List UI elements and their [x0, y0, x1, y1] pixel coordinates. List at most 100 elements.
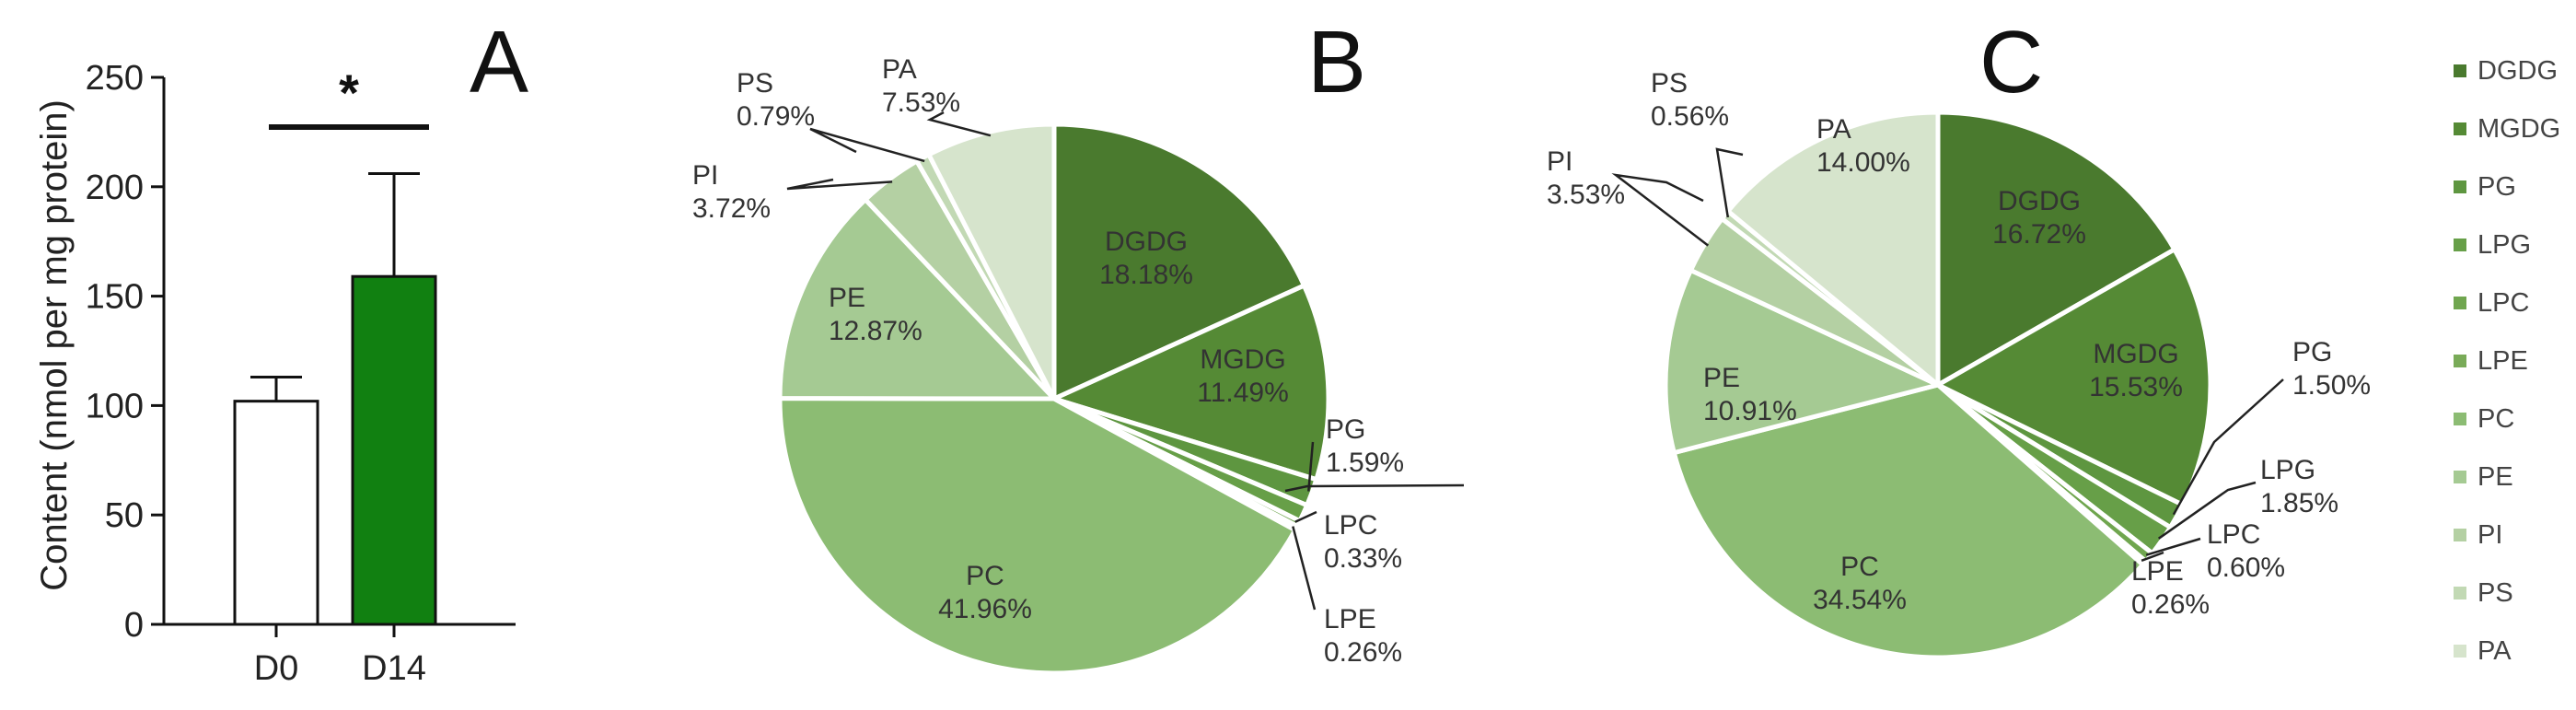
pie-slice-name: DGDG	[1105, 227, 1188, 257]
pie-c-slices	[1663, 110, 2213, 660]
panel-letter-c: C	[1979, 13, 2043, 111]
bar-y-axis: 0 50 100 150 200 250	[86, 59, 166, 645]
significance-star: *	[339, 64, 359, 122]
pie-c-slice-pa	[1725, 110, 1941, 388]
bar-y-tick-label: 200	[86, 169, 144, 207]
bar-y-axis-label: Content (nmol per mg protein)	[34, 99, 75, 591]
bar-d0	[233, 400, 319, 626]
bar-chart-panel-a: A Content (nmol per mg protein) 0 50 100 15…	[34, 13, 528, 688]
pie-slice-percent: 0.33%	[1324, 543, 1402, 574]
pie-slice-percent: 3.53%	[1547, 180, 1625, 210]
legend-label: PC	[2477, 404, 2514, 434]
pie-slice-percent: 0.26%	[1324, 637, 1402, 668]
pie-leader-line	[926, 111, 992, 137]
pie-slice-name: PS	[737, 68, 773, 99]
legend-item-pa: PA	[2454, 636, 2512, 666]
pie-slice-name: PS	[1651, 68, 1688, 99]
legend-item-mgdg: MGDG	[2454, 114, 2560, 144]
legend-swatch	[2454, 239, 2466, 251]
pie-slice-percent: 1.85%	[2260, 488, 2338, 518]
bar-y-tick-label: 150	[86, 278, 144, 317]
pie-c-label-pi: PI3.53%	[1547, 146, 1625, 210]
bar-y-tick-label: 50	[105, 496, 144, 535]
significance-bracket: *	[269, 64, 429, 130]
pie-c-leaders	[1611, 147, 2284, 562]
panel-letter-b: B	[1307, 13, 1366, 111]
pie-slice-name: MGDG	[1200, 344, 1285, 375]
bar-d14	[351, 274, 437, 626]
pie-slice-name: LPE	[1324, 604, 1376, 634]
bar-x-axis: D0 D14	[164, 623, 516, 688]
pie-c-slice-pe	[1663, 267, 1941, 456]
pie-b-label-ps: PS0.79%	[737, 68, 815, 132]
pie-leader-line	[2145, 537, 2201, 556]
pie-slice-name: LPC	[1324, 510, 1377, 541]
pie-slice-percent: 18.18%	[1099, 260, 1193, 290]
legend-swatch	[2454, 645, 2466, 658]
panel-letter-a: A	[470, 13, 528, 111]
pie-slice-percent: 11.49%	[1197, 378, 1289, 408]
legend-item-ps: PS	[2454, 578, 2513, 608]
pie-c-labels: DGDG16.72%MGDG15.53%PG1.50%LPG1.85%LPC0.…	[1547, 68, 2371, 620]
legend-label: PG	[2477, 172, 2516, 202]
pie-slice-percent: 0.56%	[1651, 101, 1729, 132]
pie-slice-percent: 34.54%	[1813, 585, 1907, 615]
legend-swatch	[2454, 413, 2466, 425]
legend-swatch	[2454, 64, 2466, 77]
pie-slice-percent: 1.50%	[2292, 370, 2371, 401]
legend-item-pi: PI	[2454, 520, 2502, 550]
pie-leader-line	[1307, 441, 1315, 492]
pie-slice-percent: 12.87%	[829, 316, 922, 346]
legend-item-lpe: LPE	[2454, 346, 2528, 376]
pie-leader-line	[1294, 510, 1317, 523]
pie-slice-percent: 0.60%	[2207, 553, 2285, 583]
pie-leader-line	[786, 178, 893, 191]
pie-c-label-ps: PS0.56%	[1651, 68, 1729, 132]
pie-leader-line	[2172, 378, 2284, 516]
bar-marks	[233, 172, 437, 626]
pie-slice-name: DGDG	[1998, 186, 2081, 216]
pie-slice-percent: 1.59%	[1326, 448, 1404, 478]
pie-c-slice-pc	[1671, 382, 2146, 660]
pie-c-slice-dgdg	[1935, 110, 2177, 388]
legend-label: LPC	[2477, 288, 2529, 318]
pie-b-label-pg: PG1.59%	[1326, 414, 1404, 478]
pie-slice-percent: 10.91%	[1703, 396, 1797, 426]
legend-item-pc: PC	[2454, 404, 2514, 434]
pie-slice-name: PI	[1547, 146, 1572, 177]
legend-swatch	[2454, 180, 2466, 193]
legend-label: LPE	[2477, 346, 2528, 376]
pie-slice-percent: 0.79%	[737, 101, 815, 132]
pie-leader-line	[2157, 481, 2257, 540]
pie-slice-percent: 0.26%	[2131, 589, 2210, 620]
pie-leader-line-lpg	[1284, 483, 1465, 493]
pie-slice-percent: 16.72%	[1992, 219, 2086, 250]
legend-swatch	[2454, 297, 2466, 309]
bar-y-tick-label: 250	[86, 59, 144, 98]
pie-slice-name: LPC	[2207, 519, 2260, 550]
pie-leader-line	[1292, 526, 1317, 611]
pie-slice-percent: 15.53%	[2089, 372, 2183, 402]
legend-label: PS	[2477, 578, 2513, 608]
pie-b-slice-pe	[777, 197, 1057, 402]
pie-slice-name: MGDG	[2093, 339, 2178, 369]
legend-item-pe: PE	[2454, 462, 2513, 492]
pie-b-label-pa: PA7.53%	[882, 54, 960, 118]
legend-label: PI	[2477, 520, 2502, 550]
pie-slice-name: PE	[829, 283, 865, 313]
legend-item-lpg: LPG	[2454, 230, 2531, 260]
pie-slice-name: LPG	[2260, 455, 2315, 485]
pie-b-leaders	[786, 111, 1465, 611]
